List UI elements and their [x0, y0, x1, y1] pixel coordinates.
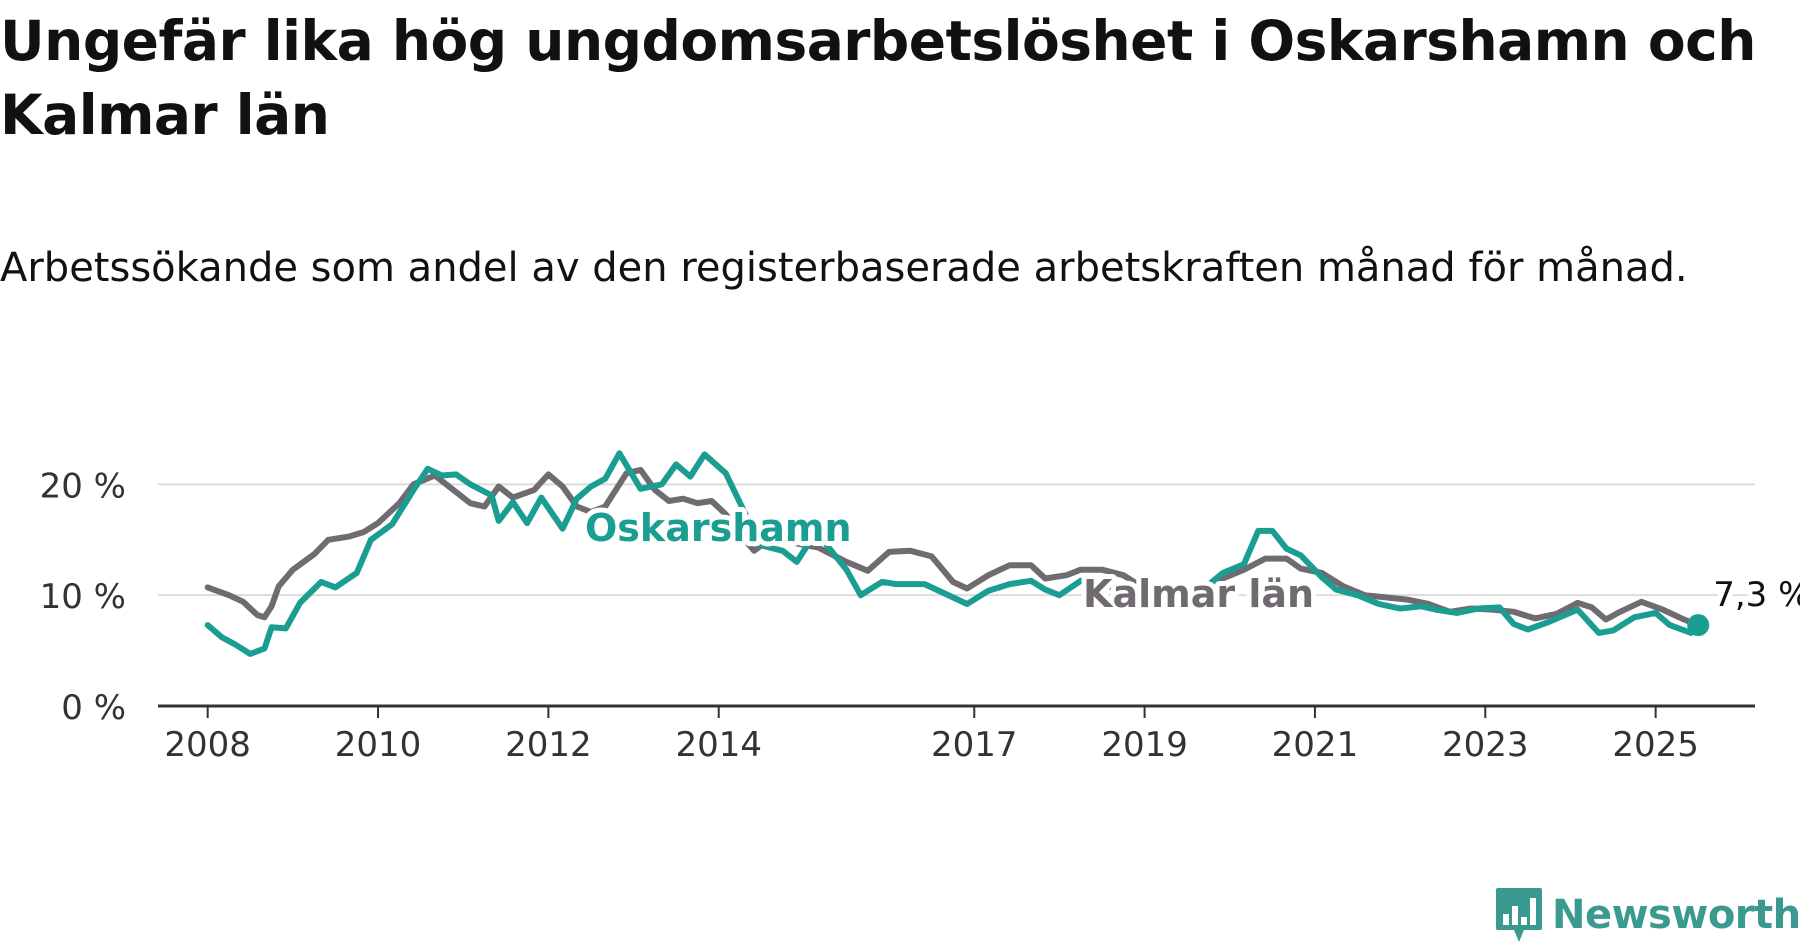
newsworthy-logo-icon [1496, 888, 1542, 942]
x-axis: 2008 2010 2012 2014 2017 2019 2021 2023 2025 [158, 704, 1755, 765]
y-tick-label: 20 % [40, 466, 126, 506]
x-tick-label: 2023 [1442, 725, 1529, 765]
y-tick-label: 0 % [61, 688, 126, 728]
x-tick-label: 2014 [675, 725, 762, 765]
series-label-kalmar-lan: Kalmar län [1083, 572, 1314, 616]
series-line-kalmar-l-n [204, 466, 1702, 629]
x-tick-label: 2019 [1101, 725, 1188, 765]
y-axis: 0 % 10 % 20 % [40, 466, 126, 728]
y-tick-label: 10 % [40, 577, 126, 617]
series-labels: Oskarshamn Kalmar län 7,3 % [580, 501, 1800, 621]
brand-logo: Newsworthy [1494, 886, 1800, 944]
chart-title: Ungefär lika hög ungdomsarbetslöshet i O… [0, 9, 1756, 147]
brand-name: Newsworthy [1552, 892, 1800, 938]
series-label-oskarshamn: Oskarshamn [585, 506, 852, 550]
grid [158, 483, 1755, 597]
x-tick-label: 2017 [931, 725, 1018, 765]
x-tick-label: 2008 [164, 725, 251, 765]
series-line-oskarshamn [204, 450, 1702, 657]
x-tick-label: 2012 [505, 725, 592, 765]
chart-subtitle: Arbetssökande som andel av den registerb… [0, 245, 1688, 291]
end-value-label: 7,3 % [1713, 575, 1800, 615]
x-tick-label: 2021 [1272, 725, 1359, 765]
x-tick-label: 2010 [335, 725, 422, 765]
end-point-marker [1687, 614, 1710, 637]
x-tick-label: 2025 [1612, 725, 1699, 765]
series-lines [204, 450, 1710, 657]
